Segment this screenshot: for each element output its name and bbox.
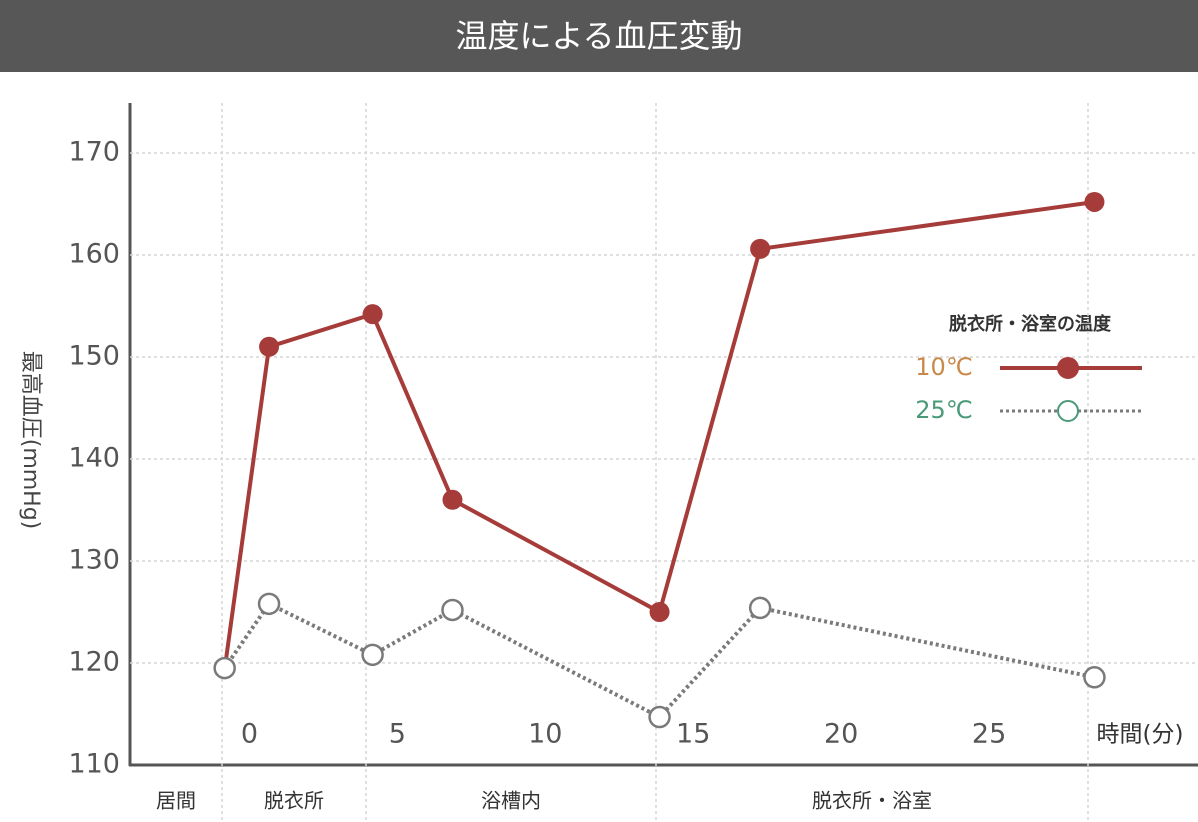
data-point — [362, 304, 383, 325]
legend-marker — [1057, 400, 1079, 422]
phase-label: 脱衣所・浴室 — [812, 789, 932, 813]
data-point — [259, 336, 280, 357]
data-point — [649, 602, 670, 622]
data-point — [441, 598, 464, 622]
series-line — [222, 199, 1095, 670]
phase-label: 居間 — [156, 789, 196, 813]
data-point — [213, 656, 236, 680]
phase-label: 脱衣所 — [264, 789, 324, 813]
data-point — [1083, 666, 1106, 689]
legend-label: 25℃ — [915, 396, 973, 424]
chart-title: 温度による血圧変動 — [455, 17, 742, 55]
phase-label: 浴槽内 — [481, 789, 541, 813]
x-tick-label: 25 — [972, 719, 1006, 750]
data-point — [442, 489, 463, 510]
y-tick-label: 110 — [68, 749, 120, 780]
data-point — [1084, 191, 1105, 212]
y-tick-label: 130 — [68, 545, 120, 576]
x-axis-label: 時間(分) — [1097, 722, 1184, 748]
x-tick-label: 15 — [676, 719, 710, 750]
y-tick-label: 170 — [68, 137, 120, 168]
data-point — [257, 592, 281, 616]
title-bar — [0, 0, 1198, 72]
data-point — [648, 705, 671, 729]
y-tick-label: 120 — [68, 647, 120, 678]
legend-marker — [1057, 357, 1079, 379]
legend-title: 脱衣所・浴室の温度 — [949, 313, 1112, 335]
legend-label: 10℃ — [915, 353, 973, 381]
y-tick-label: 160 — [68, 239, 120, 270]
x-tick-label: 0 — [241, 719, 258, 750]
data-point — [748, 596, 772, 620]
y-tick-label: 140 — [68, 443, 120, 474]
y-tick-label: 150 — [68, 341, 120, 372]
x-tick-label: 20 — [824, 719, 858, 750]
y-axis-label: 最高血圧(mmHg) — [18, 351, 43, 530]
x-tick-label: 5 — [389, 719, 406, 750]
data-point — [361, 643, 384, 667]
x-tick-label: 10 — [528, 719, 562, 750]
data-point — [750, 238, 771, 259]
